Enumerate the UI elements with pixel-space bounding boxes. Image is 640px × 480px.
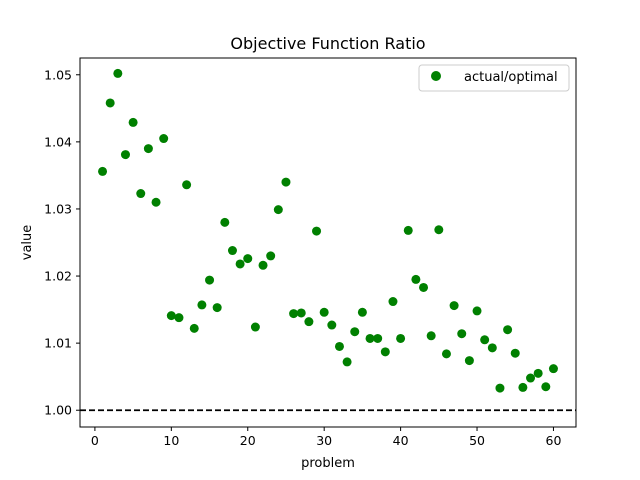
data-point (243, 254, 253, 264)
legend-marker (431, 71, 441, 81)
data-point (250, 322, 260, 332)
data-point (166, 311, 176, 321)
x-tick-label: 60 (546, 433, 562, 448)
y-tick-label: 1.05 (44, 67, 72, 82)
data-point (289, 309, 299, 319)
x-tick-label: 30 (316, 433, 332, 448)
data-point (548, 364, 558, 374)
data-point (159, 134, 169, 144)
data-point (426, 331, 436, 341)
data-point (143, 144, 153, 154)
data-point (503, 325, 513, 335)
x-axis-label: problem (301, 456, 355, 471)
legend: actual/optimal (418, 64, 570, 92)
data-point (266, 251, 276, 261)
data-point (205, 275, 215, 285)
data-point (464, 356, 474, 366)
data-point (136, 189, 146, 199)
data-point (227, 246, 237, 256)
data-point (189, 323, 199, 333)
data-point (380, 347, 390, 357)
y-tick-label: 1.00 (44, 403, 72, 418)
data-point (510, 348, 520, 358)
y-tick-label: 1.01 (44, 336, 72, 351)
data-point (105, 98, 115, 108)
y-tick-label: 1.03 (44, 201, 72, 216)
x-tick-label: 40 (393, 433, 409, 448)
data-point (365, 333, 375, 343)
y-axis-label: value (20, 225, 35, 261)
data-point (434, 225, 444, 235)
data-point (304, 317, 314, 327)
plot-area (80, 68, 576, 412)
data-point (113, 68, 123, 78)
data-point (120, 150, 130, 160)
data-point (350, 327, 360, 337)
y-tick-label: 1.04 (44, 134, 72, 149)
data-point (334, 341, 344, 351)
data-point (396, 333, 406, 343)
data-point (258, 260, 268, 270)
data-point (495, 383, 505, 393)
data-point (457, 329, 467, 339)
data-point (312, 226, 322, 236)
x-axis: 0 10 20 30 40 50 60 (91, 427, 562, 448)
data-point (212, 303, 222, 313)
data-point (197, 300, 207, 310)
legend-label: actual/optimal (464, 70, 558, 85)
legend-box (418, 64, 570, 92)
x-tick-label: 10 (163, 433, 179, 448)
y-axis: 1.00 1.01 1.02 1.03 1.04 1.05 (44, 67, 80, 418)
data-point (441, 349, 451, 359)
data-point (220, 217, 230, 227)
data-point (403, 225, 413, 235)
x-tick-label: 20 (240, 433, 256, 448)
data-point (319, 307, 329, 317)
data-point (296, 308, 306, 318)
data-point (541, 382, 551, 392)
data-point (174, 313, 184, 323)
y-tick-label: 1.02 (44, 269, 72, 284)
data-point (388, 297, 398, 307)
data-point (533, 368, 543, 378)
plot-frame (79, 57, 577, 428)
data-point (281, 177, 291, 187)
data-point (182, 180, 192, 190)
data-point (449, 301, 459, 311)
data-point (487, 343, 497, 353)
data-point (526, 373, 536, 383)
data-point (518, 382, 528, 392)
x-tick-label: 0 (91, 433, 99, 448)
x-tick-label: 50 (469, 433, 485, 448)
data-point (419, 282, 429, 292)
data-point (98, 166, 108, 176)
data-point (357, 307, 367, 317)
chart-title: Objective Function Ratio (230, 34, 425, 53)
data-point (411, 274, 421, 284)
data-point (128, 117, 138, 127)
data-point (373, 333, 383, 343)
data-point (480, 335, 490, 345)
data-point (327, 320, 337, 330)
data-point (472, 306, 482, 316)
data-point (235, 259, 245, 269)
data-point (273, 205, 283, 215)
data-point (151, 197, 161, 207)
data-point (342, 357, 352, 367)
